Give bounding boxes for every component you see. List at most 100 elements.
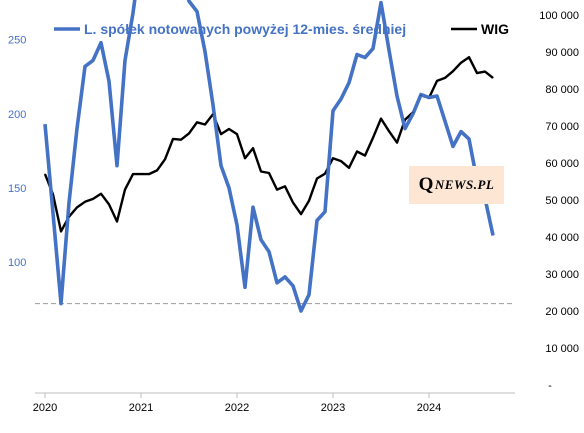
y-right-tick-label: -: [548, 380, 552, 392]
y-right-tick-label: 50 000: [545, 195, 579, 207]
data-point-wig: [100, 193, 102, 195]
data-point-wig: [300, 213, 302, 215]
data-point-spolki: [236, 224, 238, 226]
legend: L. spółek notowanych powyżej 12-mies. śr…: [54, 21, 509, 37]
data-point-spolki: [252, 206, 254, 208]
data-point-spolki: [132, 12, 134, 14]
watermark-q: Q: [418, 174, 434, 195]
data-point-spolki: [292, 285, 294, 287]
y-right-tick-label: 20 000: [545, 306, 579, 318]
data-point-wig: [444, 77, 446, 79]
data-point-wig: [420, 94, 422, 96]
data-point-wig: [84, 201, 86, 203]
data-point-spolki: [324, 211, 326, 213]
data-point-wig: [404, 119, 406, 121]
data-point-spolki: [388, 49, 390, 51]
qnews-watermark: Q NEWS.PL: [409, 166, 504, 204]
data-point-wig: [292, 202, 294, 204]
data-point-wig: [340, 160, 342, 162]
data-point-wig: [220, 133, 222, 135]
data-point-wig: [172, 138, 174, 140]
data-point-wig: [60, 230, 62, 232]
right-axis: - 10 000 20 000 30 000 40 000 50 000 60 000 70 …: [539, 10, 579, 392]
y-right-tick-label: 70 000: [545, 121, 579, 133]
data-point-spolki: [60, 303, 62, 305]
data-point-spolki: [452, 145, 454, 147]
y-right-tick-label: 40 000: [545, 232, 579, 244]
data-point-spolki: [372, 48, 374, 50]
data-point-spolki: [260, 239, 262, 241]
data-point-spolki: [340, 98, 342, 100]
y-left-tick-label: 250: [8, 35, 26, 47]
data-point-wig: [492, 77, 494, 79]
data-point-spolki: [444, 120, 446, 122]
series-points: [44, 0, 494, 312]
data-point-wig: [132, 173, 134, 175]
data-point-spolki: [204, 51, 206, 52]
data-point-wig: [92, 198, 94, 200]
data-point-wig: [436, 80, 438, 82]
data-point-spolki: [188, 0, 190, 2]
data-point-wig: [372, 137, 374, 139]
x-tick-label: 2021: [129, 402, 153, 414]
y-right-tick-label: 100 000: [539, 10, 579, 22]
data-point-spolki: [356, 54, 358, 55]
data-point-spolki: [76, 128, 78, 130]
data-point-spolki: [196, 11, 198, 12]
y-right-tick-label: 60 000: [545, 158, 579, 170]
series-line-wig: [43, 56, 494, 233]
data-point-wig: [108, 203, 110, 205]
data-point-wig: [412, 111, 414, 113]
left-axis: 100150200250300350: [8, 35, 26, 269]
data-point-wig: [468, 56, 470, 58]
data-point-wig: [140, 173, 142, 175]
data-point-wig: [236, 133, 238, 135]
data-point-spolki: [404, 128, 406, 130]
data-point-wig: [164, 158, 166, 160]
data-point-spolki: [364, 57, 366, 58]
data-point-wig: [324, 173, 326, 175]
data-point-wig: [316, 178, 318, 179]
data-point-wig: [484, 71, 486, 73]
data-point-wig: [380, 118, 382, 120]
data-point-wig: [452, 70, 454, 72]
data-point-spolki: [228, 187, 230, 189]
x-tick-label: 2022: [225, 402, 249, 414]
data-point-spolki: [268, 251, 270, 253]
data-point-wig: [348, 167, 350, 169]
data-point-spolki: [348, 82, 350, 84]
legend-label-wig: WIG: [481, 21, 509, 37]
data-point-spolki: [68, 202, 70, 204]
data-point-wig: [124, 189, 126, 191]
data-point-wig: [308, 200, 310, 202]
data-point-spolki: [380, 2, 382, 4]
data-point-spolki: [412, 113, 414, 115]
data-point-spolki: [332, 110, 334, 112]
data-point-spolki: [92, 59, 94, 61]
y-right-tick-label: 30 000: [545, 269, 579, 281]
data-point-spolki: [420, 94, 422, 95]
data-point-spolki: [52, 212, 54, 214]
data-point-wig: [356, 151, 358, 152]
data-point-spolki: [468, 138, 470, 140]
data-point-spolki: [308, 294, 310, 296]
data-point-wig: [180, 139, 182, 141]
data-point-spolki: [276, 282, 278, 284]
data-point-wig: [388, 130, 390, 132]
data-point-wig: [252, 147, 254, 149]
data-point-wig: [116, 221, 118, 222]
data-point-wig: [44, 173, 46, 175]
data-point-wig: [76, 206, 78, 208]
data-point-wig: [364, 155, 366, 157]
y-right-tick-label: 80 000: [545, 84, 579, 96]
data-point-spolki: [460, 131, 462, 133]
data-point-spolki: [396, 95, 398, 97]
data-point-spolki: [436, 95, 438, 97]
legend-label-spolki: L. spółek notowanych powyżej 12-mies. śr…: [84, 21, 406, 37]
y-right-tick-label: 10 000: [545, 343, 579, 355]
y-left-tick-label: 100: [8, 257, 26, 269]
data-point-spolki: [284, 276, 286, 278]
data-point-spolki: [124, 59, 126, 61]
x-tick-label: 2020: [33, 402, 57, 414]
